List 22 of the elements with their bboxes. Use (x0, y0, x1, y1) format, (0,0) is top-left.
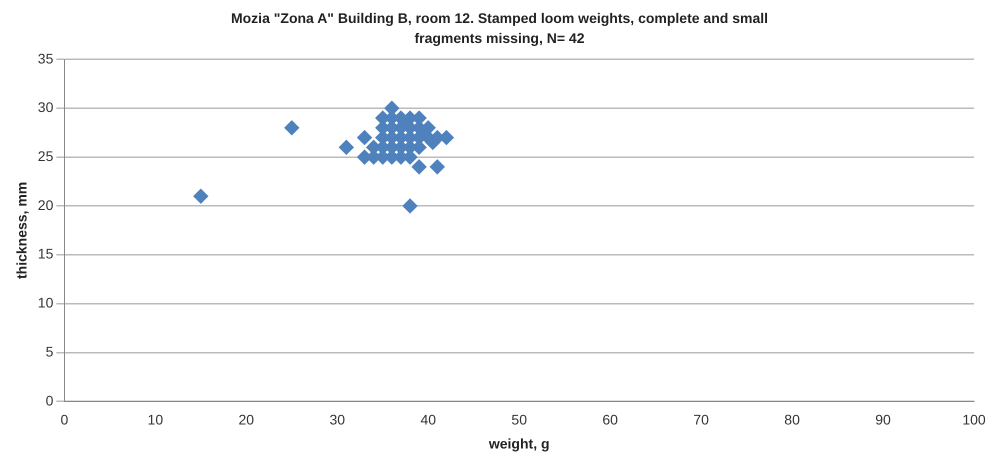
x-tick-label: 40 (420, 412, 436, 428)
y-tick-label: 25 (38, 148, 54, 164)
y-tick-label: 0 (46, 392, 54, 408)
x-tick-label: 70 (693, 412, 710, 428)
x-tick-label: 80 (784, 412, 800, 428)
x-tick-label: 90 (875, 412, 892, 428)
y-tick-label: 5 (46, 343, 54, 360)
y-tick-label: 10 (38, 294, 54, 311)
y-tick-label: 20 (38, 196, 54, 213)
x-tick-label: 30 (329, 412, 346, 428)
y-tick-label: 30 (38, 99, 54, 116)
chart-title: Mozia "Zona A" Building B, room 12. Stamped loom weights, complete and small fragments missing, N= 42 (230, 9, 770, 48)
x-tick-label: 100 (962, 412, 986, 428)
x-axis-title: weight, g (488, 435, 550, 452)
x-tick-label: 60 (602, 412, 618, 428)
x-tick-label: 50 (511, 412, 528, 428)
x-tick-label: 0 (60, 412, 68, 428)
y-tick-label: 35 (38, 50, 54, 66)
x-tick-label: 20 (238, 412, 254, 428)
x-tick-label: 10 (148, 412, 164, 428)
y-tick-label: 15 (38, 246, 54, 262)
y-axis-title: thickness, mm (13, 182, 30, 280)
